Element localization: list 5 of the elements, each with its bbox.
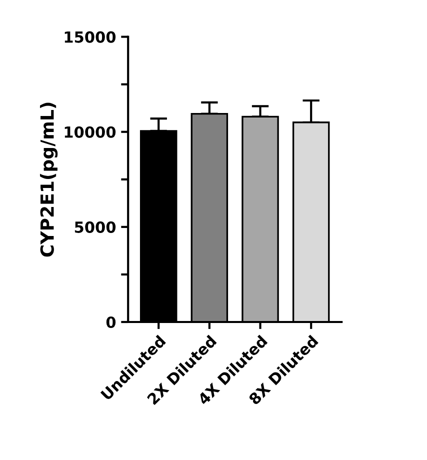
- y-axis-title: CYP2E1(pg/mL): [40, 102, 58, 257]
- y-tick-label: 5000: [74, 221, 116, 233]
- y-tick-label: 15000: [64, 31, 116, 43]
- y-tick-label: 0: [106, 316, 116, 328]
- y-tick-label: 10000: [64, 126, 116, 138]
